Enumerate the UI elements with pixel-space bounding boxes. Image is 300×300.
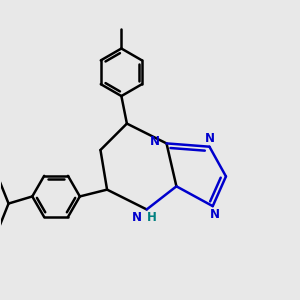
Text: N: N [204,132,214,145]
Text: N: N [150,135,160,148]
Text: H: H [147,211,157,224]
Text: N: N [209,208,219,221]
Text: N: N [132,211,142,224]
